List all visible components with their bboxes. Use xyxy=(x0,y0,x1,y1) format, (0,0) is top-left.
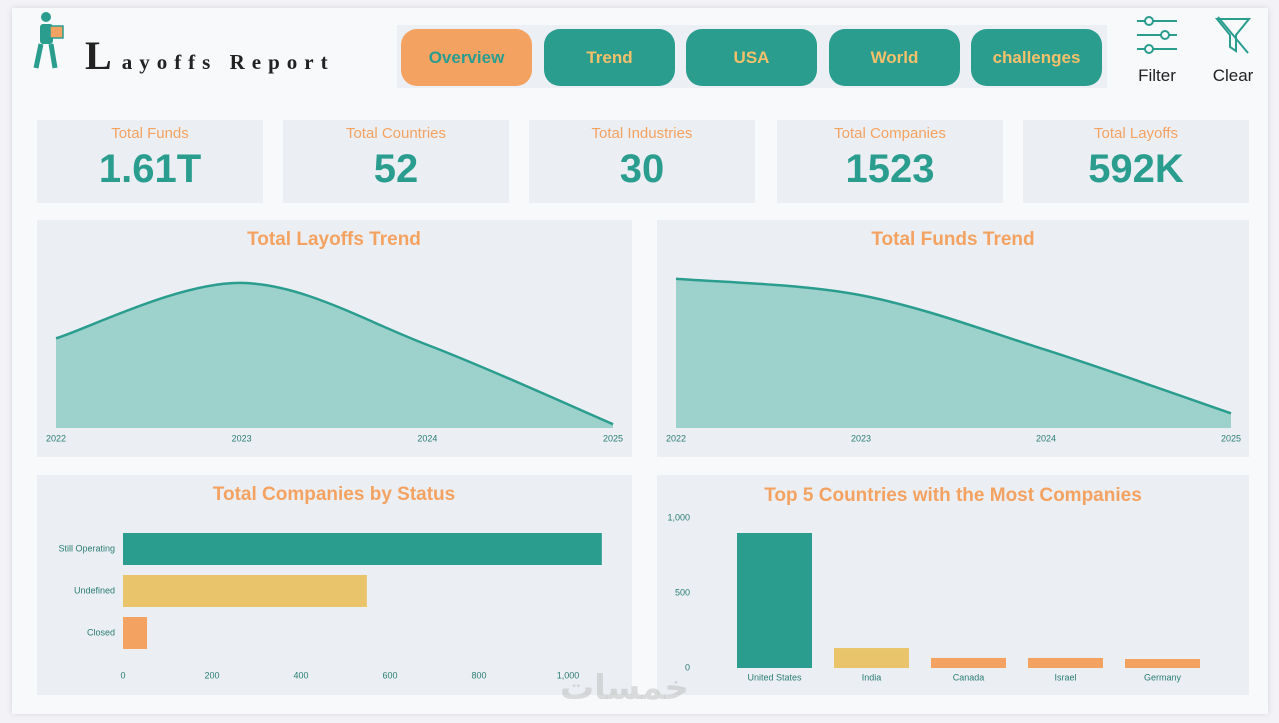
watermark: خمسات xyxy=(560,668,689,708)
chart-panel: Total Layoffs Trend 2022 2023 2024 2025 xyxy=(37,220,632,457)
nav-button[interactable]: challenges xyxy=(971,29,1102,86)
y-tick-label: 0 xyxy=(685,662,690,672)
bar xyxy=(1125,659,1200,668)
x-tick-label: 0 xyxy=(120,670,125,680)
kpi-card: Total Industries 30 xyxy=(529,120,755,203)
x-tick-label: 2022 xyxy=(666,433,686,443)
y-tick-label: Undefined xyxy=(74,585,115,595)
y-tick-label: 1,000 xyxy=(667,512,690,522)
filter-button[interactable]: Filter xyxy=(1138,66,1176,85)
bar xyxy=(931,657,1006,668)
y-tick-label: 500 xyxy=(675,587,690,597)
chart-title: Total Companies by Status xyxy=(213,484,455,505)
chart-title: Total Funds Trend xyxy=(871,229,1034,250)
nav-bar: Overview Trend USA World challenges xyxy=(397,25,1107,88)
area xyxy=(676,278,1231,428)
bar xyxy=(123,575,367,607)
kpi-card: Total Countries 52 xyxy=(283,120,509,203)
clear-button[interactable]: Clear xyxy=(1212,66,1254,85)
bar xyxy=(834,648,909,668)
filter-icon[interactable] xyxy=(1135,15,1179,55)
kpi-value: 592K xyxy=(1088,147,1184,191)
kpi-value: 1.61T xyxy=(98,147,202,191)
chart-panel: Total Funds Trend 2022 2023 2024 2025 xyxy=(657,220,1249,457)
nav-button[interactable]: USA xyxy=(686,29,817,86)
kpi-card: Total Companies 1523 xyxy=(777,120,1003,203)
kpi-label: Total Companies xyxy=(834,125,946,142)
clear-icon[interactable] xyxy=(1214,15,1252,55)
x-tick-label: 200 xyxy=(204,670,219,680)
x-tick-label: 2022 xyxy=(46,433,66,443)
kpi-label: Total Industries xyxy=(591,125,693,142)
kpi-value: 30 xyxy=(619,147,665,191)
nav-button[interactable]: Trend xyxy=(544,29,675,86)
kpi-label: Total Layoffs xyxy=(1094,125,1178,142)
x-tick-label: 2025 xyxy=(603,433,623,443)
kpi-label: Total Funds xyxy=(111,125,189,142)
bar xyxy=(123,533,602,565)
kpi-card: Total Layoffs 592K xyxy=(1023,120,1249,203)
line xyxy=(55,281,614,426)
x-tick-label: 1,000 xyxy=(557,670,580,680)
x-tick-label: 400 xyxy=(293,670,308,680)
kpi-value: 52 xyxy=(373,147,419,191)
chart-panel: Total Companies by Status 0 200 400 600 800 1,… xyxy=(37,475,632,695)
logo-icon xyxy=(33,12,64,69)
y-tick-label: Closed xyxy=(87,627,115,637)
x-tick-label: 600 xyxy=(382,670,397,680)
x-tick-label: 2025 xyxy=(1221,433,1241,443)
kpi-label: Total Countries xyxy=(345,125,447,142)
nav-button[interactable]: Overview xyxy=(401,29,532,86)
x-tick-label: Israel xyxy=(1054,672,1076,682)
area xyxy=(56,282,613,428)
chart-title: Total Layoffs Trend xyxy=(247,229,421,250)
x-tick-label: 2023 xyxy=(851,433,871,443)
x-tick-label: 2024 xyxy=(417,433,437,443)
x-tick-label: 800 xyxy=(471,670,486,680)
y-tick-label: Still Operating xyxy=(58,543,115,553)
nav-button[interactable]: World xyxy=(829,29,960,86)
x-tick-label: 2023 xyxy=(232,433,252,443)
x-tick-label: Germany xyxy=(1144,672,1182,682)
chart-title: Top 5 Countries with the Most Companies xyxy=(764,485,1142,506)
x-tick-label: 2024 xyxy=(1036,433,1056,443)
bar xyxy=(123,617,148,649)
kpi-value: 1523 xyxy=(845,147,935,191)
chart-panel: Top 5 Countries with the Most Companies 0… xyxy=(657,475,1249,695)
bar xyxy=(737,533,812,668)
x-tick-label: United States xyxy=(747,672,802,682)
line xyxy=(675,277,1232,415)
x-tick-label: India xyxy=(862,672,882,682)
report-title: Layoffs Report xyxy=(85,33,335,78)
bar xyxy=(1028,657,1103,668)
kpi-card: Total Funds 1.61T xyxy=(37,120,263,203)
x-tick-label: Canada xyxy=(953,672,985,682)
